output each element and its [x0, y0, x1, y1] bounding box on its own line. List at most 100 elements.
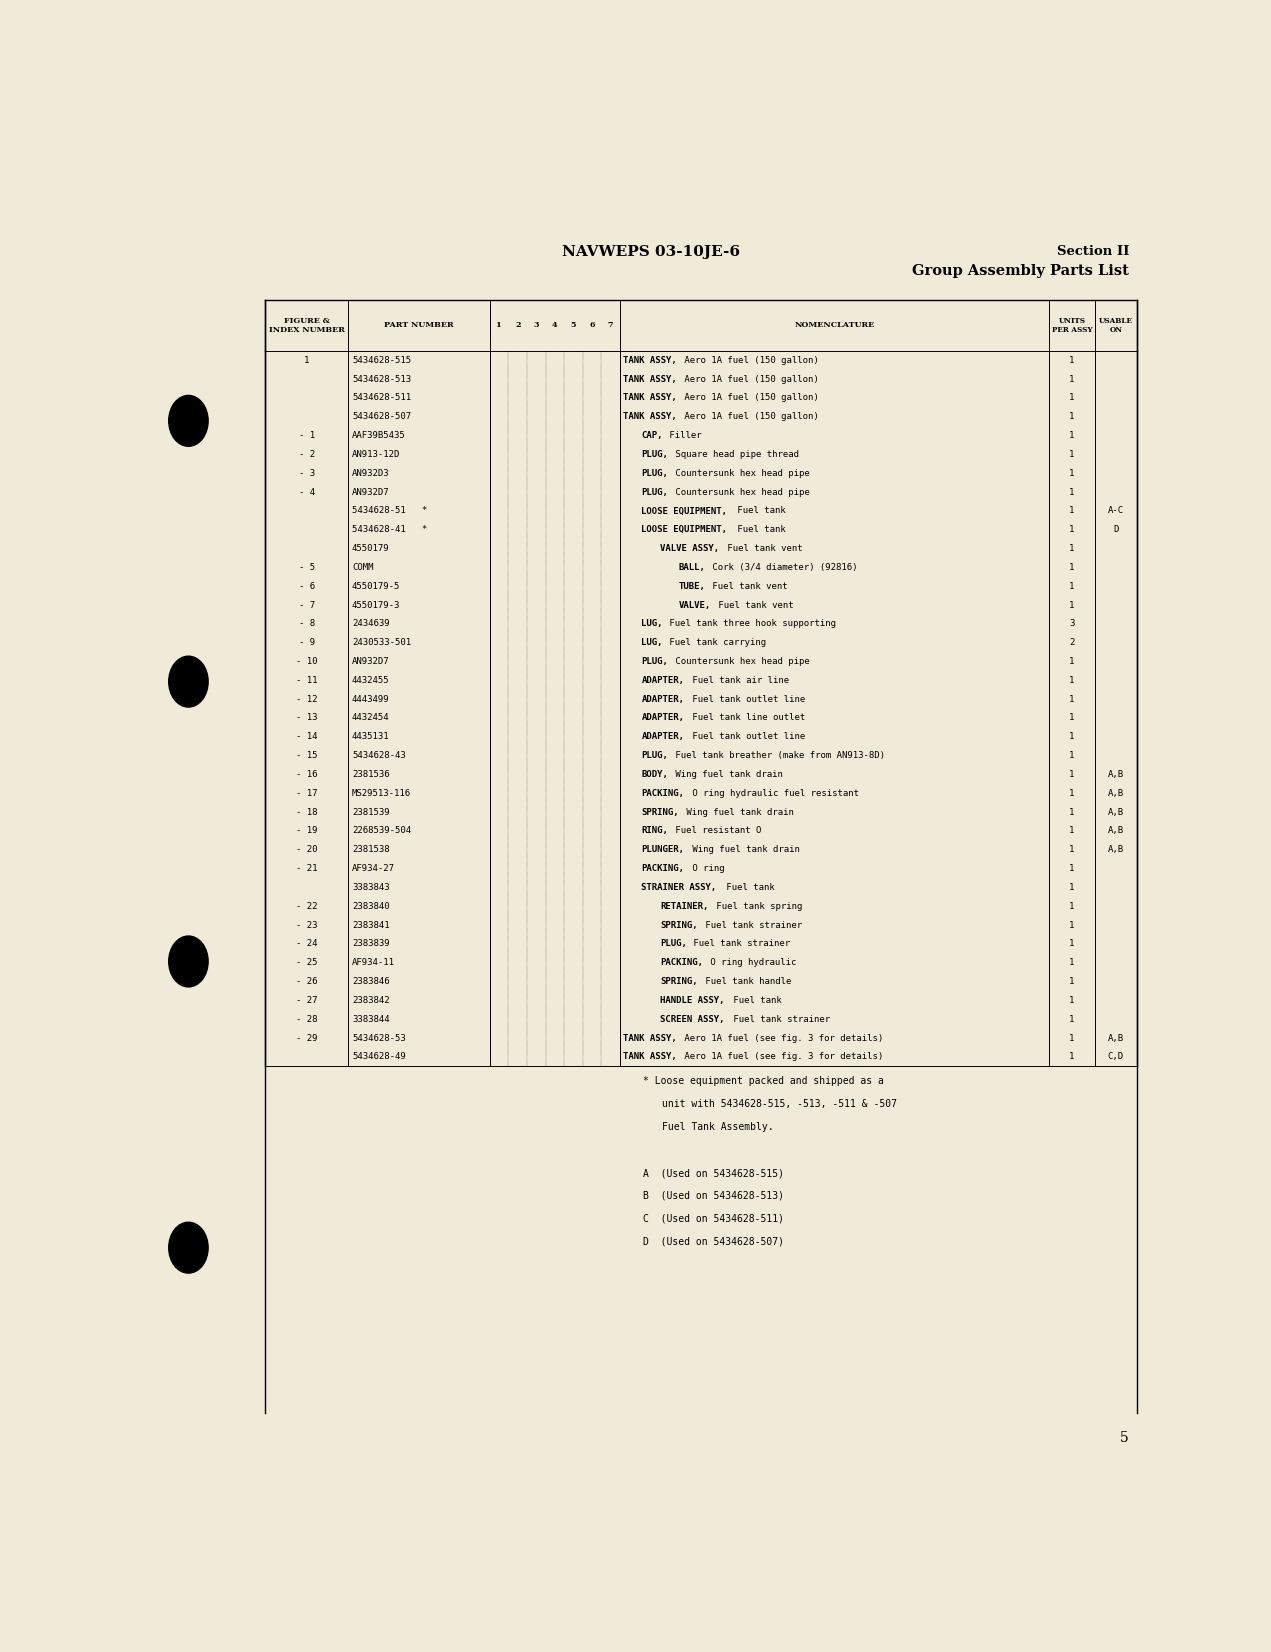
Text: A,B: A,B	[1108, 846, 1124, 854]
Text: Fuel tank: Fuel tank	[732, 525, 785, 534]
Text: PACKING,: PACKING,	[642, 788, 684, 798]
Text: 4550179: 4550179	[352, 544, 390, 553]
Text: COMM: COMM	[352, 563, 374, 572]
Text: TANK ASSY,: TANK ASSY,	[623, 1052, 676, 1061]
Text: AF934-27: AF934-27	[352, 864, 395, 874]
Text: BODY,: BODY,	[642, 770, 669, 780]
Text: A,B: A,B	[1108, 826, 1124, 836]
Text: - 6: - 6	[299, 582, 315, 591]
Text: TUBE,: TUBE,	[679, 582, 705, 591]
Text: - 21: - 21	[296, 864, 318, 874]
Text: 4435131: 4435131	[352, 732, 390, 742]
Text: Fuel tank strainer: Fuel tank strainer	[699, 920, 802, 930]
Text: - 7: - 7	[299, 601, 315, 610]
Text: 4550179-3: 4550179-3	[352, 601, 400, 610]
Text: Wing fuel tank drain: Wing fuel tank drain	[670, 770, 783, 780]
Text: 4550179-5: 4550179-5	[352, 582, 400, 591]
Text: MS29513-116: MS29513-116	[352, 788, 411, 798]
Text: - 14: - 14	[296, 732, 318, 742]
Text: 1: 1	[1069, 864, 1075, 874]
Text: 1: 1	[1069, 431, 1075, 439]
Text: PACKING,: PACKING,	[660, 958, 703, 966]
Text: Fuel tank vent: Fuel tank vent	[722, 544, 803, 553]
Text: 5434628-51   *: 5434628-51 *	[352, 507, 427, 515]
Text: - 26: - 26	[296, 976, 318, 986]
Text: 1: 1	[1069, 770, 1075, 780]
Text: 1: 1	[1069, 920, 1075, 930]
Text: PACKING,: PACKING,	[642, 864, 684, 874]
Circle shape	[169, 395, 208, 446]
Text: 5434628-513: 5434628-513	[352, 375, 411, 383]
Text: - 15: - 15	[296, 752, 318, 760]
Text: Fuel tank: Fuel tank	[721, 882, 774, 892]
Text: TANK ASSY,: TANK ASSY,	[623, 375, 676, 383]
Text: Square head pipe thread: Square head pipe thread	[670, 449, 798, 459]
Text: Fuel tank outlet line: Fuel tank outlet line	[686, 695, 805, 704]
Text: - 9: - 9	[299, 638, 315, 648]
Text: - 8: - 8	[299, 620, 315, 628]
Text: Group Assembly Parts List: Group Assembly Parts List	[913, 264, 1129, 279]
Text: 1: 1	[1069, 449, 1075, 459]
Text: BALL,: BALL,	[679, 563, 705, 572]
Text: 1: 1	[1069, 676, 1075, 686]
Text: 5434628-507: 5434628-507	[352, 413, 411, 421]
Text: - 11: - 11	[296, 676, 318, 686]
Text: 1: 1	[1069, 882, 1075, 892]
Text: Fuel tank strainer: Fuel tank strainer	[728, 1014, 830, 1024]
Text: - 17: - 17	[296, 788, 318, 798]
Text: Fuel Tank Assembly.: Fuel Tank Assembly.	[662, 1122, 774, 1132]
Circle shape	[169, 1222, 208, 1274]
Text: PLUG,: PLUG,	[642, 487, 669, 497]
Text: Filler: Filler	[663, 431, 702, 439]
Text: 5434628-43: 5434628-43	[352, 752, 405, 760]
Text: Fuel tank spring: Fuel tank spring	[710, 902, 802, 910]
Text: TANK ASSY,: TANK ASSY,	[623, 393, 676, 403]
Text: Cork (3/4 diameter) (92816): Cork (3/4 diameter) (92816)	[707, 563, 858, 572]
Text: 2381538: 2381538	[352, 846, 390, 854]
Text: 1: 1	[1069, 826, 1075, 836]
Text: 1: 1	[1069, 1034, 1075, 1042]
Text: 2383842: 2383842	[352, 996, 390, 1004]
Text: 3: 3	[534, 322, 539, 329]
Text: 7: 7	[608, 322, 614, 329]
Text: ADAPTER,: ADAPTER,	[642, 676, 684, 686]
Text: 2383841: 2383841	[352, 920, 390, 930]
Text: - 23: - 23	[296, 920, 318, 930]
Text: 5: 5	[1120, 1431, 1129, 1446]
Text: PLUG,: PLUG,	[642, 469, 669, 477]
Text: AF934-11: AF934-11	[352, 958, 395, 966]
Text: Fuel tank handle: Fuel tank handle	[699, 976, 791, 986]
Text: 1: 1	[1069, 732, 1075, 742]
Text: Wing fuel tank drain: Wing fuel tank drain	[681, 808, 794, 816]
Text: Fuel resistant O: Fuel resistant O	[670, 826, 761, 836]
Text: TANK ASSY,: TANK ASSY,	[623, 413, 676, 421]
Text: 2: 2	[1069, 638, 1075, 648]
Text: 2268539-504: 2268539-504	[352, 826, 411, 836]
Text: Fuel tank line outlet: Fuel tank line outlet	[686, 714, 805, 722]
Text: Fuel tank carrying: Fuel tank carrying	[663, 638, 766, 648]
Text: unit with 5434628-515, -513, -511 & -507: unit with 5434628-515, -513, -511 & -507	[662, 1099, 897, 1110]
Text: Wing fuel tank drain: Wing fuel tank drain	[686, 846, 799, 854]
Text: O ring: O ring	[686, 864, 724, 874]
Text: A,B: A,B	[1108, 1034, 1124, 1042]
Text: Fuel tank vent: Fuel tank vent	[707, 582, 788, 591]
Text: 5434628-511: 5434628-511	[352, 393, 411, 403]
Text: * Loose equipment packed and shipped as a: * Loose equipment packed and shipped as …	[643, 1077, 883, 1087]
Text: 1: 1	[1069, 976, 1075, 986]
Text: A,B: A,B	[1108, 770, 1124, 780]
Text: 1: 1	[1069, 544, 1075, 553]
Text: 2381536: 2381536	[352, 770, 390, 780]
Text: VALVE,: VALVE,	[679, 601, 710, 610]
Text: PLUG,: PLUG,	[642, 752, 669, 760]
Text: 1: 1	[1069, 525, 1075, 534]
Text: NOMENCLATURE: NOMENCLATURE	[794, 322, 874, 329]
Text: 5434628-41   *: 5434628-41 *	[352, 525, 427, 534]
Text: A,B: A,B	[1108, 788, 1124, 798]
Text: 1: 1	[1069, 413, 1075, 421]
Text: O ring hydraulic: O ring hydraulic	[705, 958, 797, 966]
Text: 1: 1	[1069, 788, 1075, 798]
Text: D  (Used on 5434628-507): D (Used on 5434628-507)	[643, 1237, 783, 1247]
Text: 1: 1	[1069, 355, 1075, 365]
Text: - 19: - 19	[296, 826, 318, 836]
Text: 2383846: 2383846	[352, 976, 390, 986]
